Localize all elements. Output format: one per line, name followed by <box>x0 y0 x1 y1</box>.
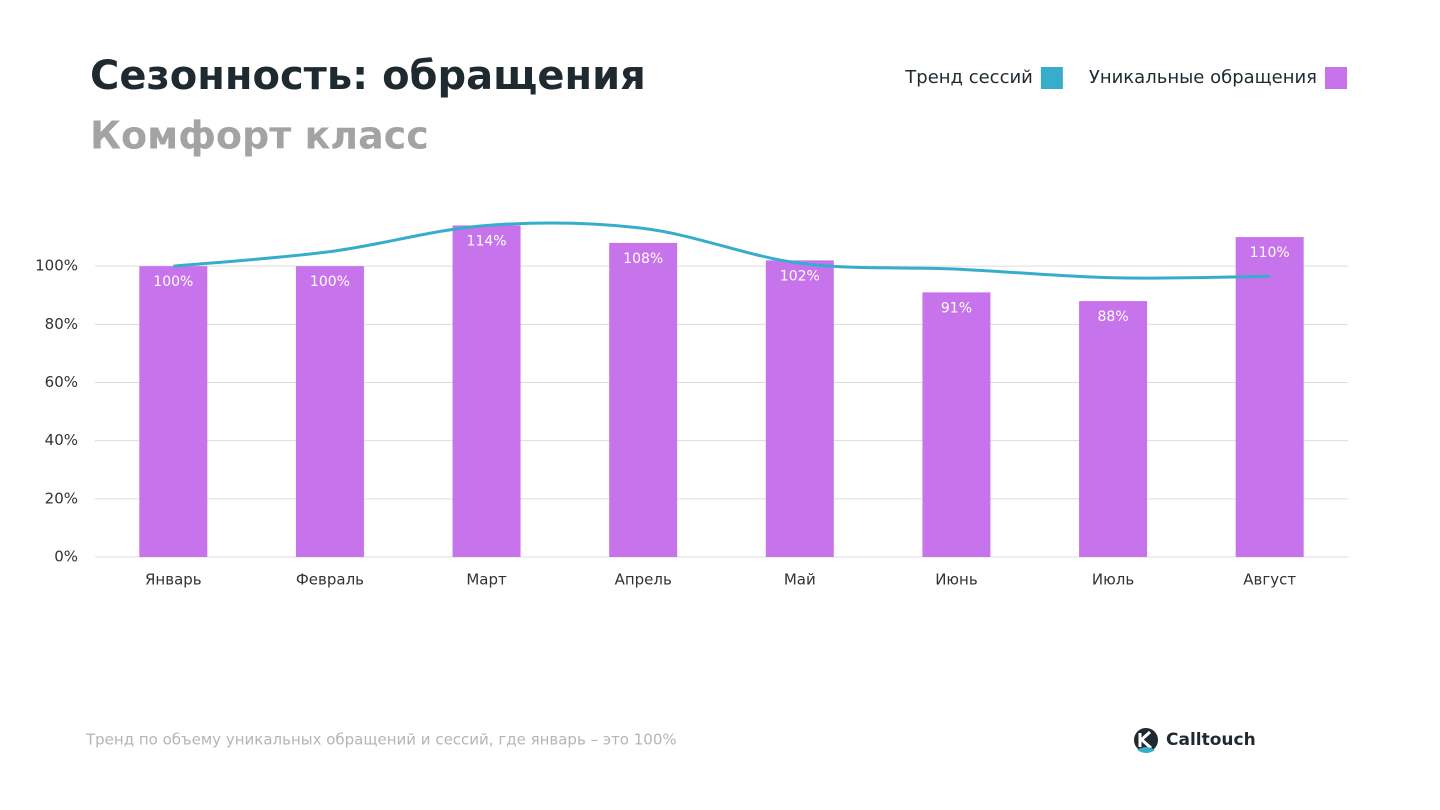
x-tick-label: Февраль <box>296 571 364 589</box>
y-tick-label: 80% <box>45 315 78 333</box>
bar <box>922 292 991 557</box>
value-label: 100% <box>153 274 193 290</box>
x-tick-label: Март <box>466 571 507 589</box>
x-tick-label: Апрель <box>615 571 672 589</box>
logo-mark <box>1138 730 1152 750</box>
title: Сезонность: обращения <box>90 53 646 99</box>
x-tick-label: Июнь <box>935 571 978 589</box>
bar <box>452 225 521 557</box>
value-label: 91% <box>941 300 972 316</box>
x-tick-label: Май <box>784 571 816 589</box>
y-tick-label: 100% <box>35 257 78 275</box>
logo-accent <box>1137 747 1155 753</box>
footnote: Тренд по объему уникальных обращений и с… <box>85 731 677 749</box>
y-tick-label: 0% <box>54 548 78 566</box>
bar <box>609 242 678 557</box>
bar <box>1079 301 1148 557</box>
y-tick-label: 40% <box>45 431 78 449</box>
legend-label: Уникальные обращения <box>1089 67 1317 88</box>
value-label: 88% <box>1098 309 1129 325</box>
legend-swatch <box>1040 67 1063 89</box>
bar <box>295 266 364 557</box>
legend-swatch <box>1325 67 1347 89</box>
y-tick-label: 60% <box>45 373 78 391</box>
legend-label: Тренд сессий <box>904 67 1033 88</box>
subtitle: Комфорт класс <box>90 114 429 158</box>
bar <box>1235 237 1304 558</box>
value-label: 110% <box>1250 245 1290 261</box>
value-label: 100% <box>310 274 350 290</box>
brand-name: Calltouch <box>1166 730 1256 750</box>
value-label: 102% <box>780 268 820 284</box>
bar <box>765 260 834 557</box>
y-tick-label: 20% <box>45 489 78 507</box>
trend-line <box>173 221 1270 280</box>
value-label: 108% <box>623 251 663 267</box>
x-tick-label: Январь <box>145 571 202 589</box>
x-tick-label: Июль <box>1092 571 1134 589</box>
value-label: 114% <box>467 233 507 249</box>
x-tick-label: Август <box>1243 571 1296 589</box>
brand-logo: Calltouch <box>1134 728 1256 753</box>
bar <box>139 266 208 557</box>
